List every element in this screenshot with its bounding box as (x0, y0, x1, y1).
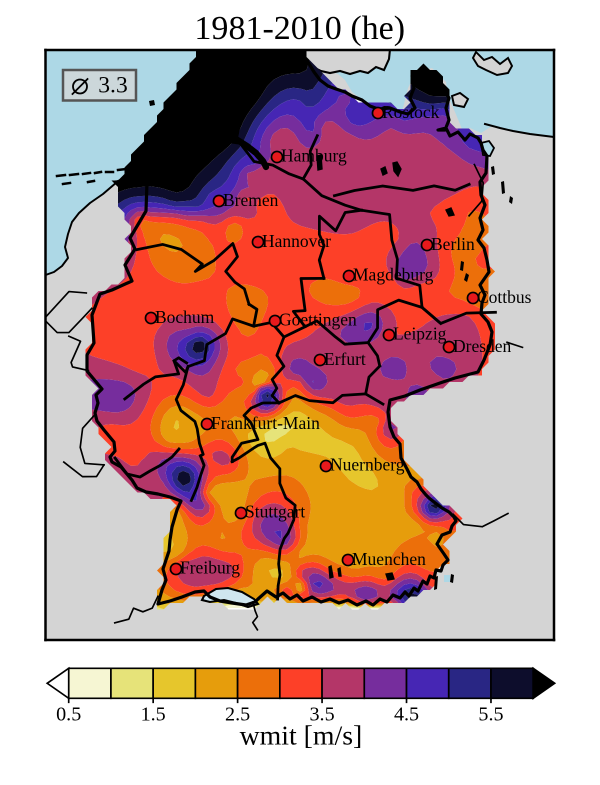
svg-text:4.5: 4.5 (394, 704, 419, 726)
svg-text:Bremen: Bremen (223, 190, 279, 210)
svg-text:Stuttgart: Stuttgart (245, 502, 305, 522)
svg-text:wmit [m/s]: wmit [m/s] (240, 721, 363, 752)
svg-text:Magdeburg: Magdeburg (353, 265, 434, 285)
svg-text:Leipzig: Leipzig (393, 324, 447, 344)
svg-text:Muenchen: Muenchen (352, 549, 426, 569)
svg-text:3.5: 3.5 (309, 704, 334, 726)
svg-text:Hannover: Hannover (262, 231, 331, 251)
svg-text:Rostock: Rostock (382, 102, 440, 122)
svg-text:Frankfurt-Main: Frankfurt-Main (211, 413, 320, 433)
svg-text:Dresden: Dresden (453, 336, 512, 356)
svg-text:Berlin: Berlin (431, 234, 475, 254)
svg-text:Nuernberg: Nuernberg (330, 455, 405, 475)
svg-text:3.3: 3.3 (98, 73, 128, 99)
svg-text:5.5: 5.5 (478, 704, 503, 726)
svg-text:Bochum: Bochum (155, 307, 215, 327)
svg-text:Freiburg: Freiburg (180, 558, 240, 578)
svg-text:Cottbus: Cottbus (477, 287, 532, 307)
svg-text:1.5: 1.5 (141, 704, 166, 726)
svg-text:0.5: 0.5 (56, 704, 81, 726)
svg-text:Erfurt: Erfurt (324, 349, 366, 369)
svg-text:Goettingen: Goettingen (279, 310, 357, 330)
svg-text:1981-2010 (he): 1981-2010 (he) (194, 10, 405, 47)
svg-text:2.5: 2.5 (225, 704, 250, 726)
svg-text:Hamburg: Hamburg (281, 146, 347, 166)
